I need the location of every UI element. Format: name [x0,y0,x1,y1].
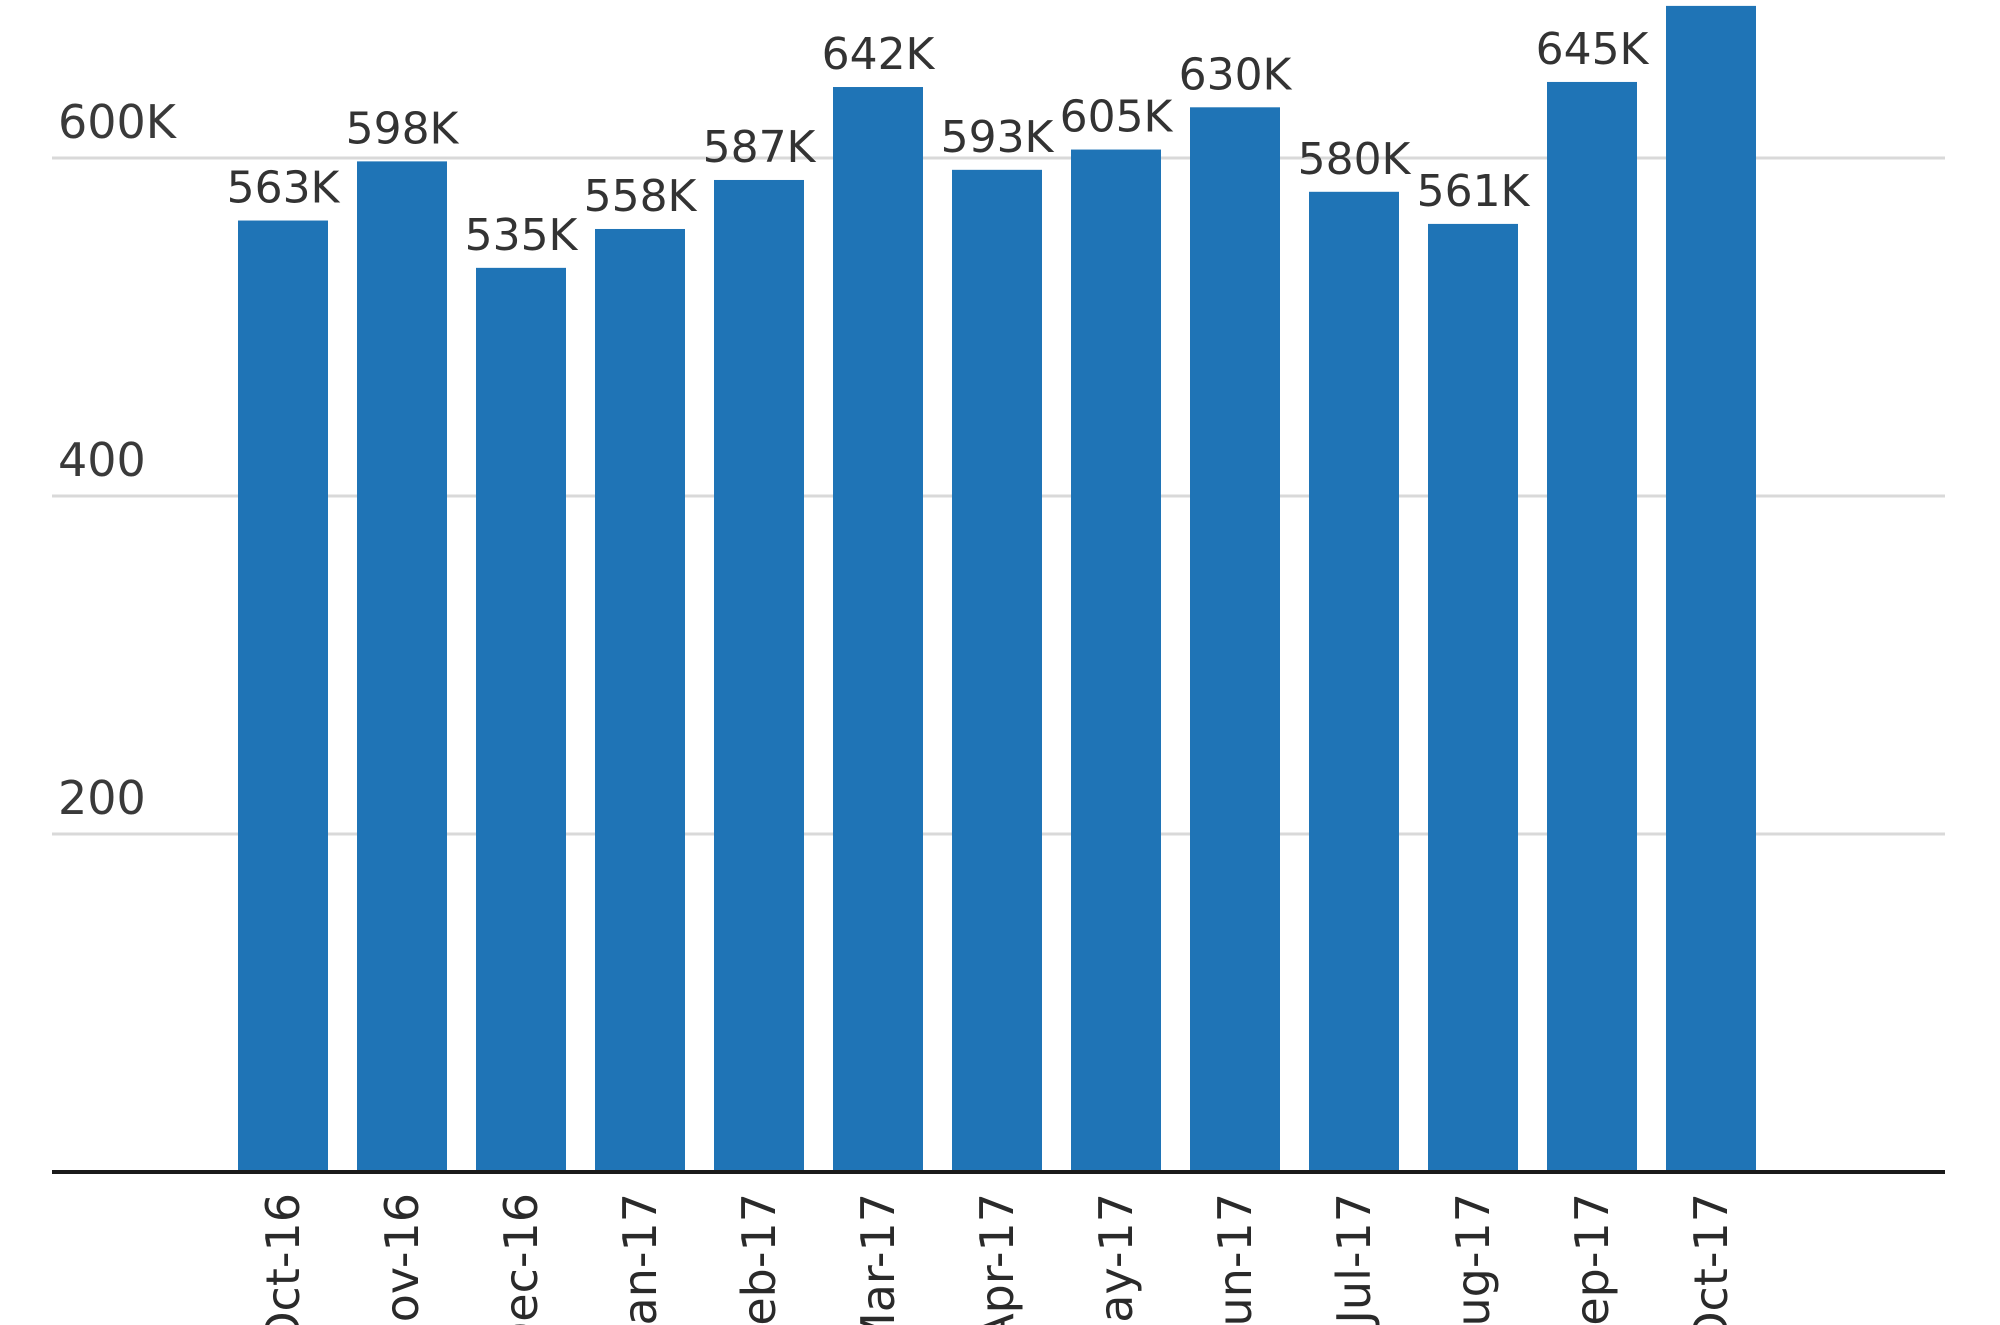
x-tick-label: Jul-17 [1327,1193,1381,1325]
data-label: 563K [227,163,341,214]
x-tick-label: Oct-16 [256,1193,310,1325]
x-axis-labels: Oct-16 Nov-16 Dec-16 Jan-17 Feb-17 Mar-17 Apr-… [256,1193,1738,1325]
data-label: 535K [465,210,579,261]
x-tick-label: Dec-16 [494,1193,548,1325]
bar [595,228,685,1173]
y-axis-ticks: 200 400 600K [58,95,178,825]
data-label: 561K [1417,166,1531,217]
x-tick-label: Sep-17 [1565,1193,1619,1325]
data-label: 580K [1298,134,1412,185]
bar [476,267,566,1173]
x-tick-label: Jan-17 [613,1193,667,1325]
x-tick-label: May-17 [1089,1193,1143,1325]
x-tick-label: Mar-17 [851,1193,905,1325]
bar [1666,5,1756,1172]
bar [952,169,1042,1172]
bar [1190,107,1280,1172]
data-label: 605K [1060,92,1174,143]
y-tick-label: 600K [58,95,178,149]
data-label: 645K [1536,24,1650,75]
data-label: 630K [1179,49,1293,100]
data-label: 593K [941,112,1055,163]
data-label: 558K [584,171,698,222]
data-label: 598K [346,103,460,154]
bar [238,220,328,1172]
y-tick-label: 400 [58,433,146,487]
bar [1309,191,1399,1173]
bar [357,161,447,1172]
x-tick-label: Apr-17 [970,1193,1024,1325]
x-tick-label: Nov-16 [375,1193,429,1325]
data-label: 587K [703,122,817,173]
bar [1428,223,1518,1172]
x-tick-label: Oct-17 [1684,1193,1738,1325]
bar [714,179,804,1173]
y-tick-label: 200 [58,771,146,825]
bar [1071,149,1161,1173]
bar [1547,81,1637,1173]
bars [238,5,1756,1173]
x-tick-label: Jun-17 [1208,1193,1262,1325]
bar [833,87,923,1172]
x-tick-label: Feb-17 [732,1193,786,1325]
data-label: 642K [822,29,936,80]
x-tick-label: Aug-17 [1446,1193,1500,1325]
